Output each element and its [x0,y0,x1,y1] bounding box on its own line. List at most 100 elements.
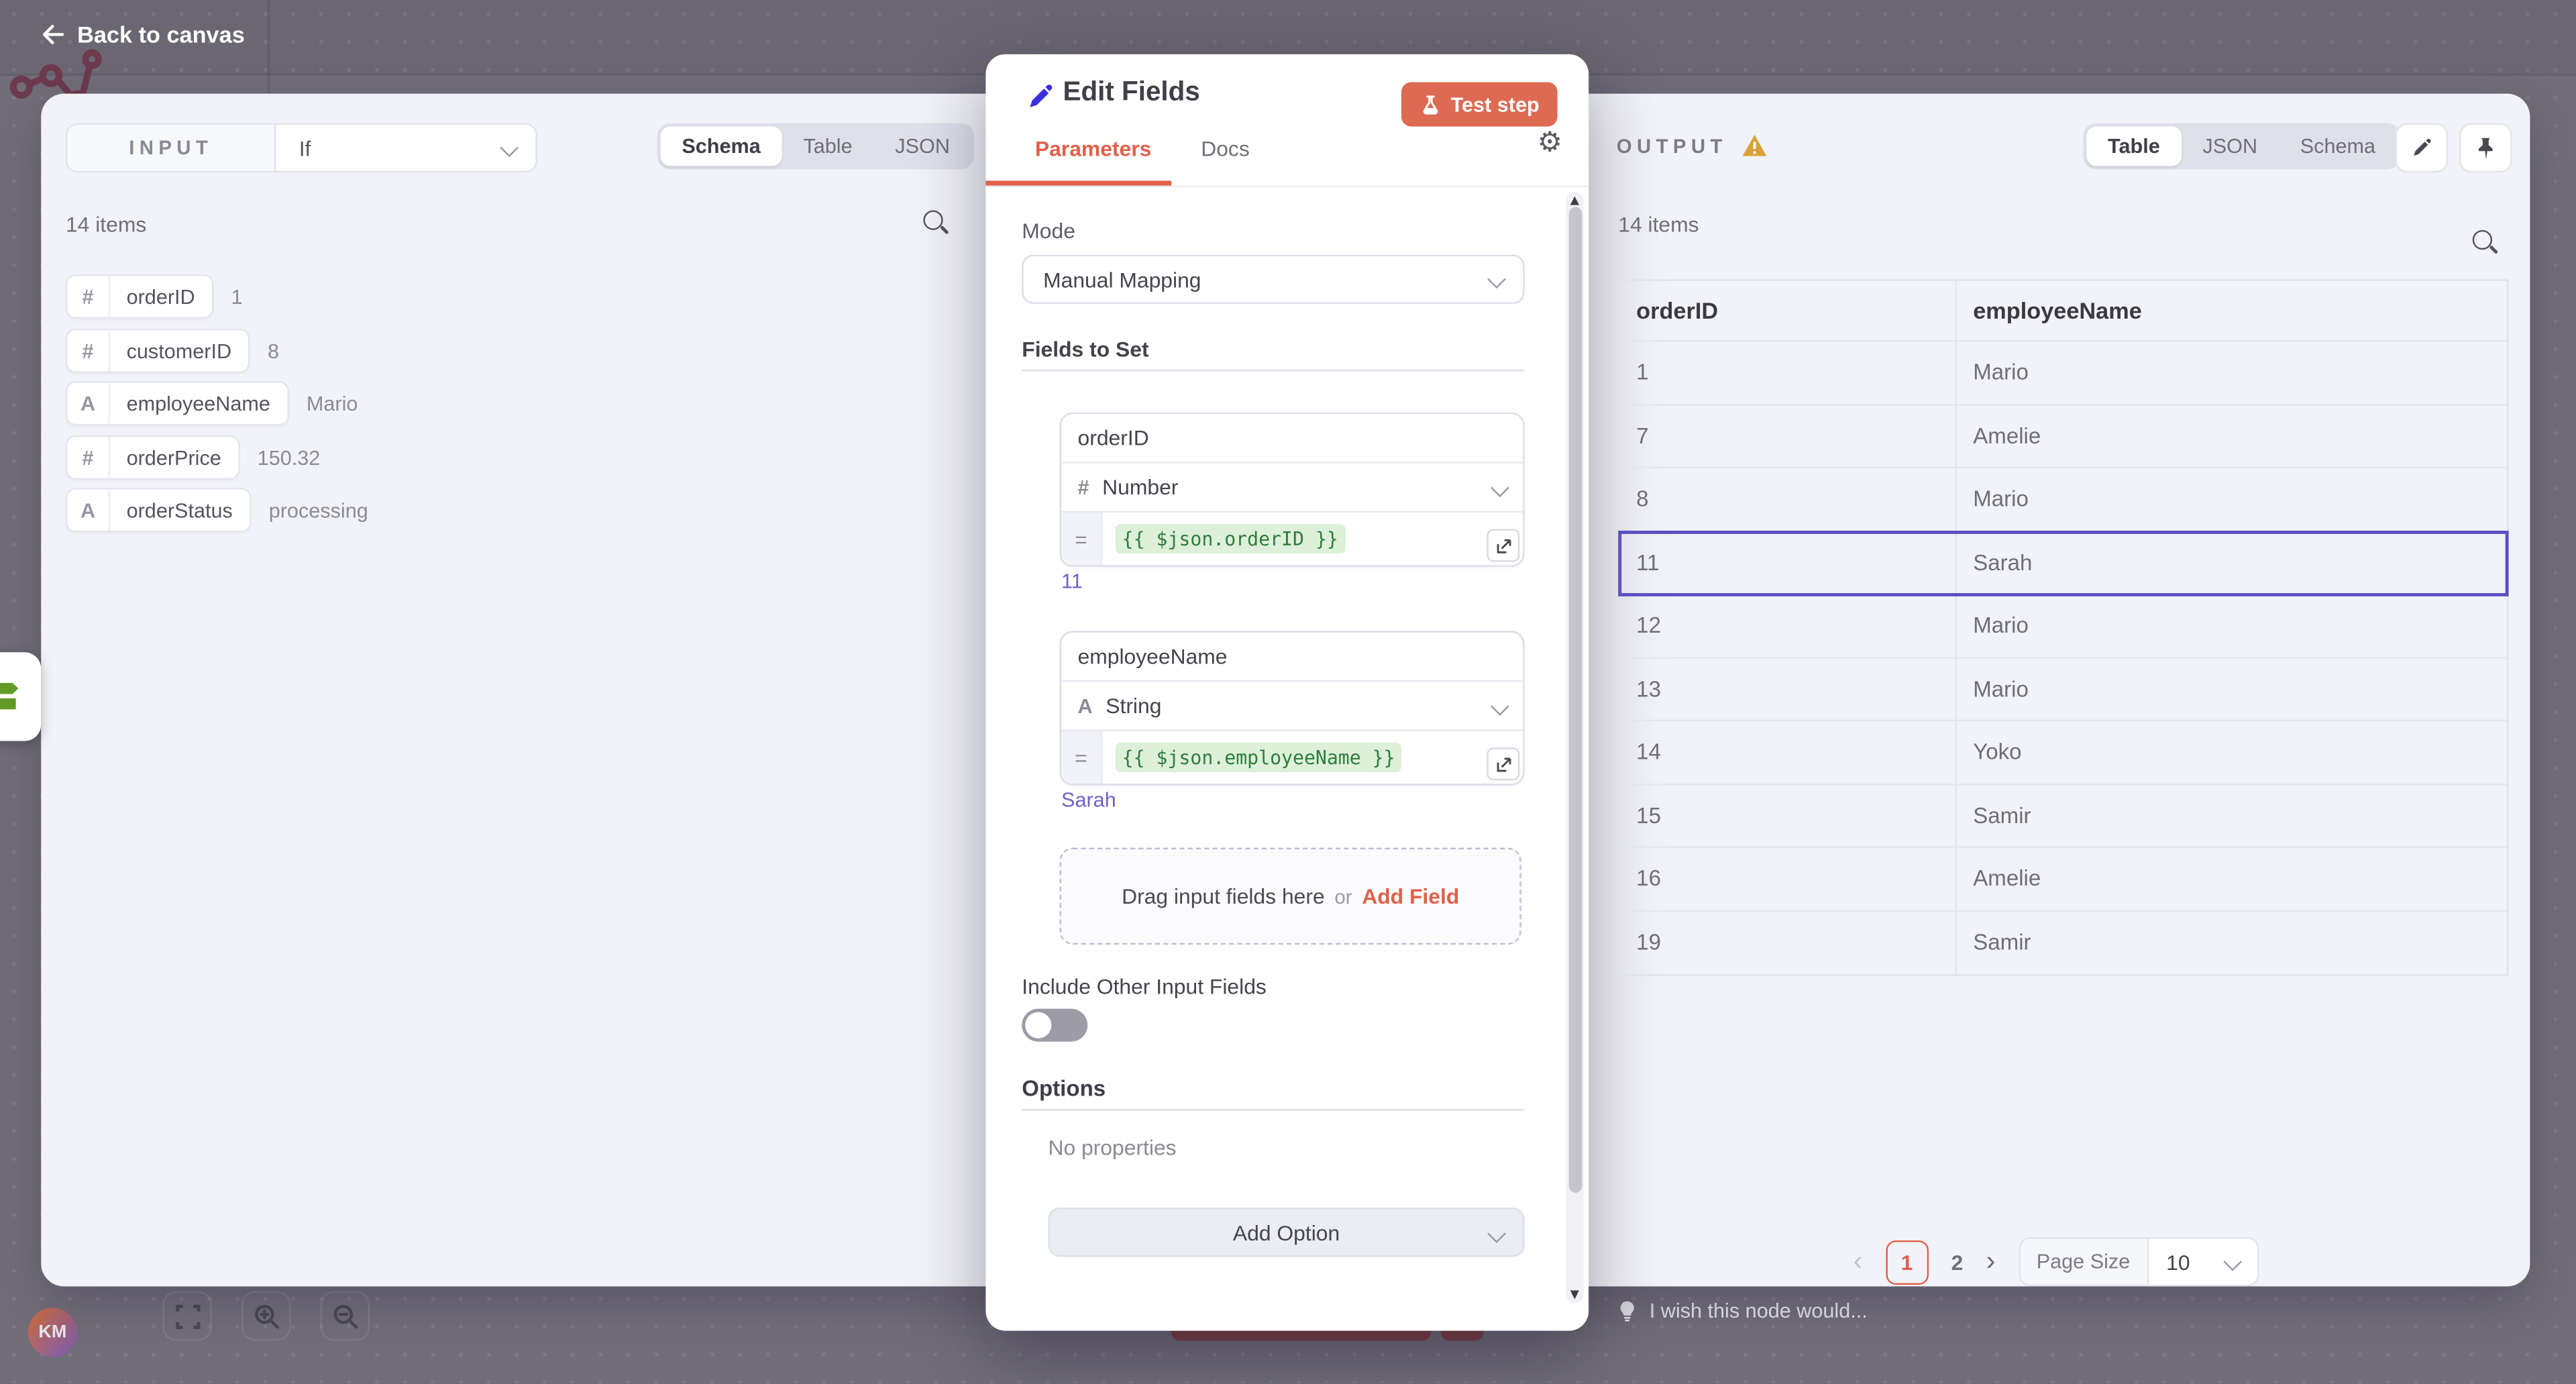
input-panel-label: INPUT [67,125,276,171]
gear-icon[interactable]: ⚙ [1537,126,1562,160]
table-row[interactable]: 7 Amelie [1619,405,2508,468]
fields-to-set-label: Fields to Set [1022,337,1149,362]
field-expression-input[interactable]: {{ $json.orderID }} [1115,524,1345,554]
fit-view-icon [175,1303,200,1328]
zoom-in-icon [254,1303,278,1328]
warning-icon [1743,134,1768,156]
table-row[interactable]: 12 Mario [1619,594,2508,658]
schema-field-value: Mario [306,392,358,415]
chevron-down-icon [1487,1224,1506,1244]
page-size-value: 10 [2166,1249,2190,1275]
pin-data-button[interactable] [2459,123,2512,173]
table-row[interactable]: 1 Mario [1619,341,2508,405]
prev-page-button[interactable]: ‹ [1853,1245,1863,1277]
divider [1022,1109,1525,1111]
field-name-input[interactable]: employeeName [1061,633,1523,682]
toggle-knob [1025,1012,1052,1039]
zoom-out-icon [333,1303,358,1328]
scroll-up-arrow-icon[interactable]: ▲ [1570,193,1579,207]
schema-field-row: # orderPrice 150.32 [65,435,320,480]
input-tab-schema[interactable]: Schema [660,126,782,166]
search-icon[interactable] [2472,229,2493,250]
field-card-orderID: orderID # Number = {{ $json.orderID }} [1059,412,1525,567]
input-tab-json[interactable]: JSON [895,134,950,158]
add-field-button[interactable]: Add Field [1362,884,1460,909]
canvas-frame-line [268,0,270,94]
page-button-2[interactable]: 2 [1951,1249,1964,1275]
divider [1022,370,1525,372]
field-type-select[interactable]: A String [1061,682,1523,731]
field-type-value: String [1106,693,1162,718]
string-type-icon: A [67,382,111,424]
column-header-orderID: orderID [1620,280,1957,340]
fit-view-button[interactable] [162,1291,212,1341]
include-other-fields-toggle[interactable] [1022,1008,1088,1042]
back-to-canvas-label: Back to canvas [77,21,245,48]
if-node-badge[interactable] [0,652,42,741]
include-other-fields-label: Include Other Input Fields [1022,974,1267,999]
page-button-1[interactable]: 1 [1885,1239,1929,1284]
scrollbar-thumb[interactable] [1568,207,1582,1193]
table-row[interactable]: 15 Samir [1619,784,2508,848]
output-table: orderID employeeName 1 Mario 7 Amelie 8 … [1618,279,2509,976]
number-type-icon: # [67,437,111,478]
table-row-selected[interactable]: 11 Sarah [1618,529,2509,596]
lightbulb-icon [1620,1301,1634,1322]
table-row[interactable]: 16 Amelie [1619,847,2508,911]
schema-field-orderStatus[interactable]: A orderStatus [65,488,251,533]
zoom-out-button[interactable] [320,1291,370,1341]
test-step-button[interactable]: Test step [1401,82,1558,127]
string-type-icon: A [67,489,111,531]
output-tab-table[interactable]: Table [2086,126,2182,166]
edit-pencil-icon [2414,138,2431,156]
page-size-select[interactable]: Page Size 10 [2018,1237,2259,1287]
schema-field-orderID[interactable]: # orderID [65,274,213,319]
input-source-node-name: If [299,136,311,160]
output-tab-json[interactable]: JSON [2202,134,2258,158]
number-type-icon: # [67,276,111,317]
input-source-select[interactable]: INPUT If [65,123,537,173]
table-row[interactable]: 14 Yoko [1619,721,2508,785]
tab-parameters[interactable]: Parameters [1034,136,1152,162]
number-type-icon: # [67,330,111,372]
table-row[interactable]: 19 Samir [1620,910,2507,975]
field-expression-input[interactable]: {{ $json.employeeName }} [1115,742,1402,773]
schema-field-row: # orderID 1 [65,274,243,319]
open-expression-editor-button[interactable] [1487,747,1520,781]
tab-docs[interactable]: Docs [1201,136,1250,162]
node-feedback-label: I wish this node would... [1649,1299,1868,1323]
table-row[interactable]: 13 Mario [1619,657,2508,722]
output-tab-schema[interactable]: Schema [2300,134,2376,158]
schema-field-value: processing [268,498,368,522]
field-name-input[interactable]: orderID [1061,414,1523,464]
expression-equals-badge: = [1061,513,1103,566]
node-feedback-button[interactable]: I wish this node would... [1617,1299,1868,1322]
search-icon[interactable] [923,210,943,230]
edit-fields-node-icon [1030,85,1053,107]
schema-field-customerID[interactable]: # customerID [65,328,250,373]
flask-icon [1423,95,1438,114]
input-tab-table[interactable]: Table [803,134,853,158]
test-step-label: Test step [1450,93,1540,116]
divider [985,185,1589,188]
options-section-label: Options [1022,1076,1106,1101]
pin-icon [2479,137,2493,159]
user-avatar[interactable]: KM [28,1308,78,1357]
table-row[interactable]: 8 Mario [1619,468,2508,532]
schema-field-employeeName[interactable]: A employeeName [65,381,288,426]
zoom-in-button[interactable] [241,1291,291,1341]
modal-scrollbar[interactable]: ▲ ▼ [1565,192,1584,1303]
edit-output-button[interactable] [2395,123,2448,173]
back-to-canvas-button[interactable]: Back to canvas [40,21,245,48]
field-type-select[interactable]: # Number [1061,464,1523,513]
drag-input-fields-dropzone[interactable]: Drag input fields here or Add Field [1059,847,1521,945]
open-expression-editor-button[interactable] [1487,529,1520,562]
modal-title: Edit Fields [1063,77,1200,107]
next-page-button[interactable]: › [1986,1245,1996,1277]
scroll-down-arrow-icon[interactable]: ▼ [1570,1288,1579,1301]
field-type-value: Number [1102,474,1179,500]
mode-select[interactable]: Manual Mapping [1022,254,1525,305]
schema-field-orderPrice[interactable]: # orderPrice [65,435,239,480]
field-value-row: = {{ $json.employeeName }} [1061,731,1523,784]
add-option-select[interactable]: Add Option [1048,1208,1525,1257]
